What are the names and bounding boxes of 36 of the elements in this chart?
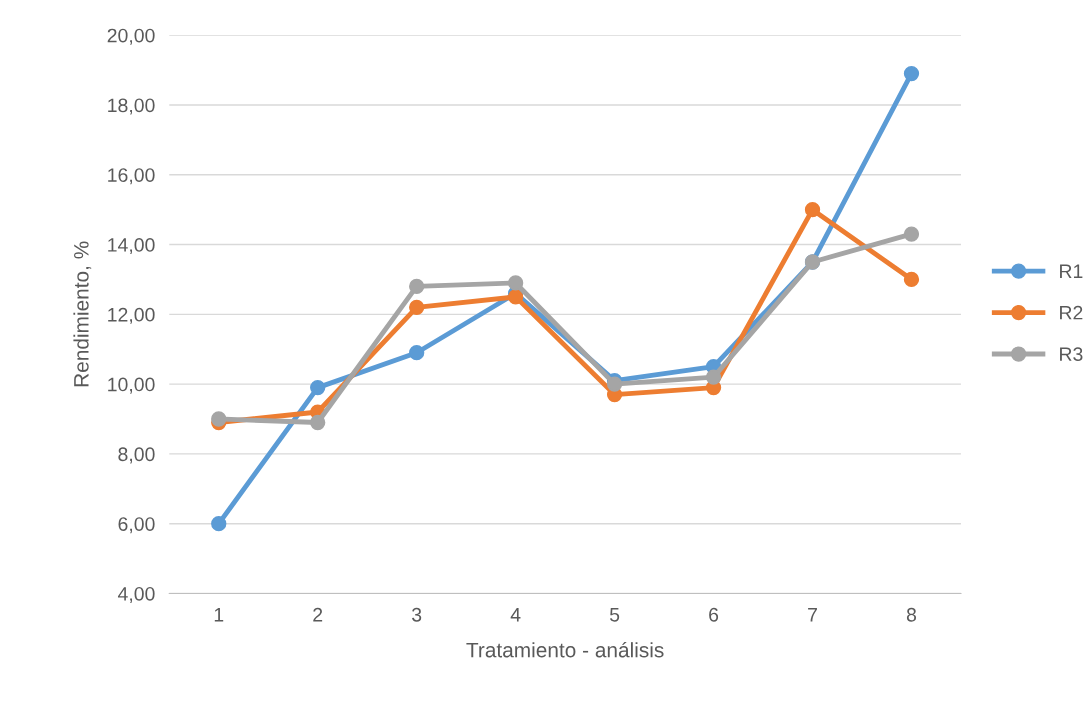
point bbox=[903, 226, 920, 242]
y-tick-label: 16,00 bbox=[108, 168, 155, 185]
point bbox=[409, 299, 425, 315]
y-axis-title: Rendimiento, % bbox=[73, 241, 92, 387]
point bbox=[310, 379, 326, 396]
point bbox=[903, 271, 920, 288]
y-tick-label: 20,00 bbox=[107, 28, 155, 45]
y-tick-label: 14,00 bbox=[108, 238, 155, 255]
point bbox=[705, 369, 722, 385]
y-tick-label: 18,00 bbox=[108, 98, 155, 115]
point bbox=[409, 345, 425, 361]
x-tick-label: 2 bbox=[313, 607, 323, 622]
point bbox=[804, 202, 821, 218]
point bbox=[310, 414, 326, 431]
x-tick-label: 6 bbox=[709, 607, 719, 622]
y-tick-label: 4,00 bbox=[117, 586, 155, 604]
legend-label: R3 bbox=[1060, 347, 1083, 362]
point bbox=[507, 289, 524, 305]
y-tick-label: 6,00 bbox=[118, 517, 155, 534]
x-tick-label: 7 bbox=[808, 608, 817, 622]
x-axis-title: Tratamiento - análisis bbox=[466, 641, 664, 658]
x-tick-label: 4 bbox=[510, 608, 521, 622]
x-tick-label: 5 bbox=[609, 608, 620, 622]
point bbox=[211, 411, 227, 427]
point bbox=[903, 65, 920, 82]
y-tick-label: 12,00 bbox=[108, 307, 155, 324]
y-tick-label: 10,00 bbox=[108, 377, 155, 394]
point bbox=[409, 278, 425, 295]
y-tick-label: 8,00 bbox=[118, 447, 155, 464]
x-tick-label: 8 bbox=[906, 607, 917, 622]
x-tick-label: 3 bbox=[412, 607, 422, 622]
legend-label: R2 bbox=[1060, 305, 1083, 320]
x-tick-label: 1 bbox=[214, 608, 224, 622]
point bbox=[507, 275, 524, 291]
point bbox=[211, 516, 227, 532]
legend-label: R1 bbox=[1060, 264, 1083, 278]
